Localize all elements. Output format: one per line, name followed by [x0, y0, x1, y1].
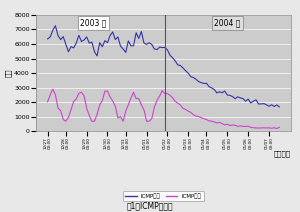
Y-axis label: 件数: 件数: [5, 69, 11, 77]
X-axis label: 日本時間: 日本時間: [274, 150, 291, 157]
Text: 2003 年: 2003 年: [80, 18, 106, 27]
Text: 2004 年: 2004 年: [214, 18, 240, 27]
Legend: ICMP合計, ICMP国内: ICMP合計, ICMP国内: [123, 191, 204, 201]
Text: 図1　ICMPの推移: 図1 ICMPの推移: [127, 201, 173, 210]
